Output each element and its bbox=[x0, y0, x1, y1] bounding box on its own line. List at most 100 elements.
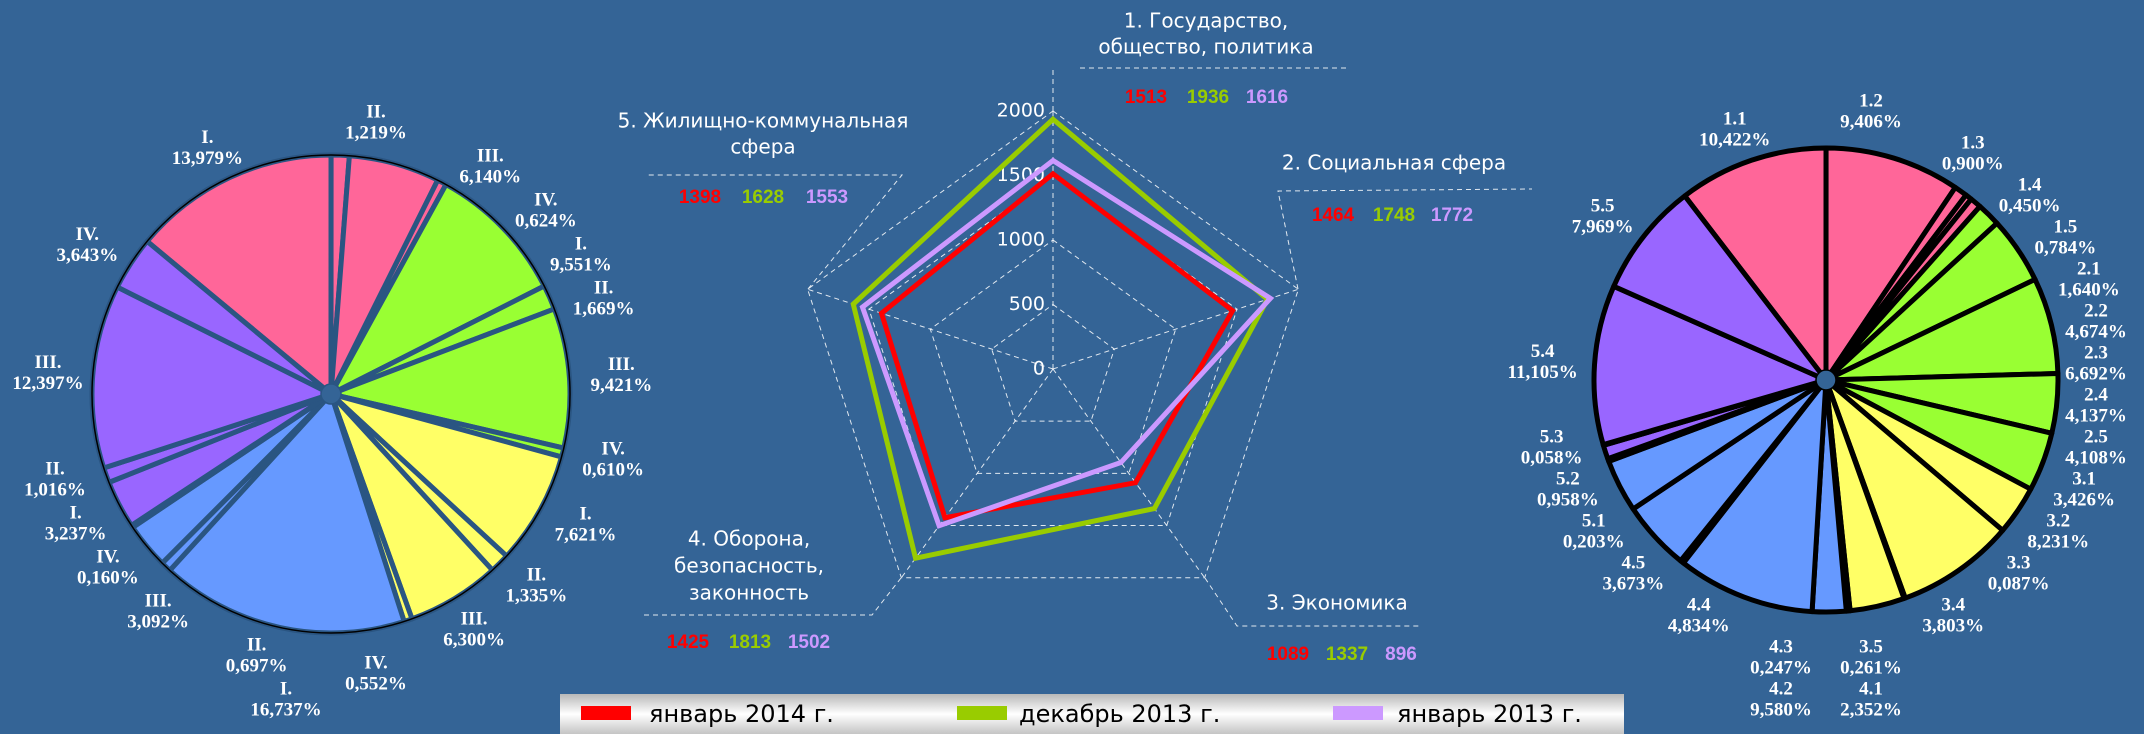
pie-label-category: 4.1 bbox=[1859, 678, 1883, 699]
grid-line bbox=[929, 239, 1177, 474]
pie-label-category: 4.4 bbox=[1687, 594, 1711, 615]
value-label: 1553 bbox=[806, 187, 848, 208]
pie-label-value: 7,969% bbox=[1572, 216, 1634, 237]
pie-label-category: 5.3 bbox=[1540, 426, 1564, 447]
pie-label-category: 3.2 bbox=[2046, 510, 2070, 531]
pie-label-category: 4.3 bbox=[1769, 636, 1793, 657]
radar-series bbox=[850, 115, 1271, 562]
pie-label-category: II. bbox=[594, 278, 614, 299]
pie-label-category: 4.2 bbox=[1769, 678, 1793, 699]
pie-label-value: 9,580% bbox=[1750, 699, 1812, 720]
pie-label-value: 16,737% bbox=[250, 699, 321, 720]
pie-label-value: 0,203% bbox=[1563, 531, 1625, 552]
pie-label-category: II. bbox=[45, 458, 65, 479]
y-tick-label: 500 bbox=[1009, 293, 1045, 315]
pie-hub bbox=[320, 383, 342, 405]
pie-label-value: 1,669% bbox=[573, 299, 635, 320]
pie-label-value: 0,247% bbox=[1750, 657, 1812, 678]
axis-line bbox=[1052, 288, 1299, 370]
pie-label-value: 6,300% bbox=[443, 629, 505, 650]
pie-label-value: 0,958% bbox=[1537, 489, 1599, 510]
value-label: 1616 bbox=[1246, 87, 1288, 108]
grid-line bbox=[991, 303, 1115, 422]
value-label: 896 bbox=[1385, 644, 1417, 665]
axis-label: 3. Экономика bbox=[1266, 591, 1407, 615]
pie-label-category: IV. bbox=[364, 652, 387, 673]
pie-label-value: 8,231% bbox=[2027, 531, 2089, 552]
pie-label-category: III. bbox=[145, 590, 172, 611]
pie-label-value: 0,900% bbox=[1942, 153, 2004, 174]
pie-label-value: 3,643% bbox=[56, 245, 118, 266]
pie-label-category: III. bbox=[35, 352, 62, 373]
legend-swatch bbox=[1333, 706, 1383, 720]
value-label: 1628 bbox=[742, 187, 784, 208]
pie-label-value: 9,406% bbox=[1840, 111, 1902, 132]
pie-label-value: 0,610% bbox=[582, 460, 644, 481]
pie-label-value: 12,397% bbox=[12, 373, 83, 394]
pie-outline bbox=[91, 154, 571, 634]
axis-label: 1. Государство, bbox=[1124, 9, 1289, 33]
value-label: 1425 bbox=[667, 632, 710, 653]
value-label: 1464 bbox=[1312, 205, 1355, 226]
radar-series bbox=[878, 170, 1236, 521]
radar-series bbox=[859, 157, 1275, 529]
pie-label-category: 3.3 bbox=[2007, 552, 2031, 573]
axis-label: безопасность, bbox=[674, 554, 824, 578]
pie-label-category: 1.3 bbox=[1961, 132, 1985, 153]
pie-label-value: 4,834% bbox=[1668, 615, 1730, 636]
grid-line bbox=[807, 110, 1299, 579]
pie-label-value: 11,105% bbox=[1508, 362, 1578, 383]
leader-line bbox=[1204, 577, 1422, 627]
pie-label-category: 2.2 bbox=[2084, 300, 2108, 321]
pie-label-value: 10,422% bbox=[1699, 129, 1770, 150]
pie-label-category: 3.1 bbox=[2072, 468, 2096, 489]
pie-label-category: I. bbox=[280, 678, 292, 699]
pie-label-category: 2.4 bbox=[2084, 384, 2108, 405]
pie-label-category: 5.1 bbox=[1582, 510, 1606, 531]
pie-label-category: 1.2 bbox=[1859, 90, 1883, 111]
y-tick-label: 1000 bbox=[997, 229, 1045, 251]
axis-line bbox=[1052, 368, 1206, 579]
leader-line bbox=[645, 174, 904, 290]
value-label: 1398 bbox=[679, 187, 721, 208]
pie-label-category: I. bbox=[575, 234, 587, 255]
pie-label-value: 0,087% bbox=[1988, 573, 2050, 594]
grid-line bbox=[868, 174, 1238, 527]
leader-line bbox=[642, 577, 902, 616]
axis-label: 2. Социальная сфера bbox=[1282, 151, 1506, 175]
value-label: 1813 bbox=[729, 632, 771, 653]
pie-label-category: 5.4 bbox=[1531, 341, 1555, 362]
pie-label-category: I. bbox=[70, 502, 82, 523]
pie-label-category: 2.1 bbox=[2077, 258, 2101, 279]
pie-label-category: 3.4 bbox=[1941, 594, 1965, 615]
pie-label-value: 0,058% bbox=[1521, 447, 1583, 468]
pie-label-category: 3.5 bbox=[1859, 636, 1883, 657]
pie-label-category: IV. bbox=[534, 190, 557, 211]
pie-label-category: 1.4 bbox=[2018, 174, 2042, 195]
y-tick-label: 1500 bbox=[997, 164, 1045, 186]
pie-label-value: 3,426% bbox=[2053, 489, 2115, 510]
pie-label-value: 3,237% bbox=[45, 523, 107, 544]
axis-label: сфера bbox=[730, 135, 795, 159]
pie-label-value: 0,261% bbox=[1840, 657, 1902, 678]
pie-label-value: 1,016% bbox=[24, 479, 86, 500]
pie-outline bbox=[1593, 147, 2059, 613]
pie-label-category: II. bbox=[527, 564, 547, 585]
pie-label-category: 4.5 bbox=[1622, 552, 1646, 573]
pie-label-value: 0,784% bbox=[2035, 237, 2097, 258]
pie-label-value: 6,140% bbox=[459, 167, 521, 188]
pie-label-value: 6,692% bbox=[2065, 363, 2127, 384]
pie-label-category: II. bbox=[366, 102, 386, 123]
pie-label-value: 4,108% bbox=[2065, 447, 2127, 468]
value-label: 1089 bbox=[1267, 644, 1309, 665]
value-label: 1748 bbox=[1373, 205, 1415, 226]
pie-label-value: 3,803% bbox=[1922, 615, 1984, 636]
pie-label-value: 1,219% bbox=[345, 123, 407, 144]
pie-label-category: IV. bbox=[601, 439, 624, 460]
pie-label-value: 4,674% bbox=[2065, 321, 2127, 342]
pie-label-value: 3,092% bbox=[127, 611, 189, 632]
pie-label-value: 1,640% bbox=[2058, 279, 2120, 300]
legend-label: декабрь 2013 г. bbox=[1019, 700, 1220, 728]
pie-label-value: 0,160% bbox=[77, 567, 139, 588]
